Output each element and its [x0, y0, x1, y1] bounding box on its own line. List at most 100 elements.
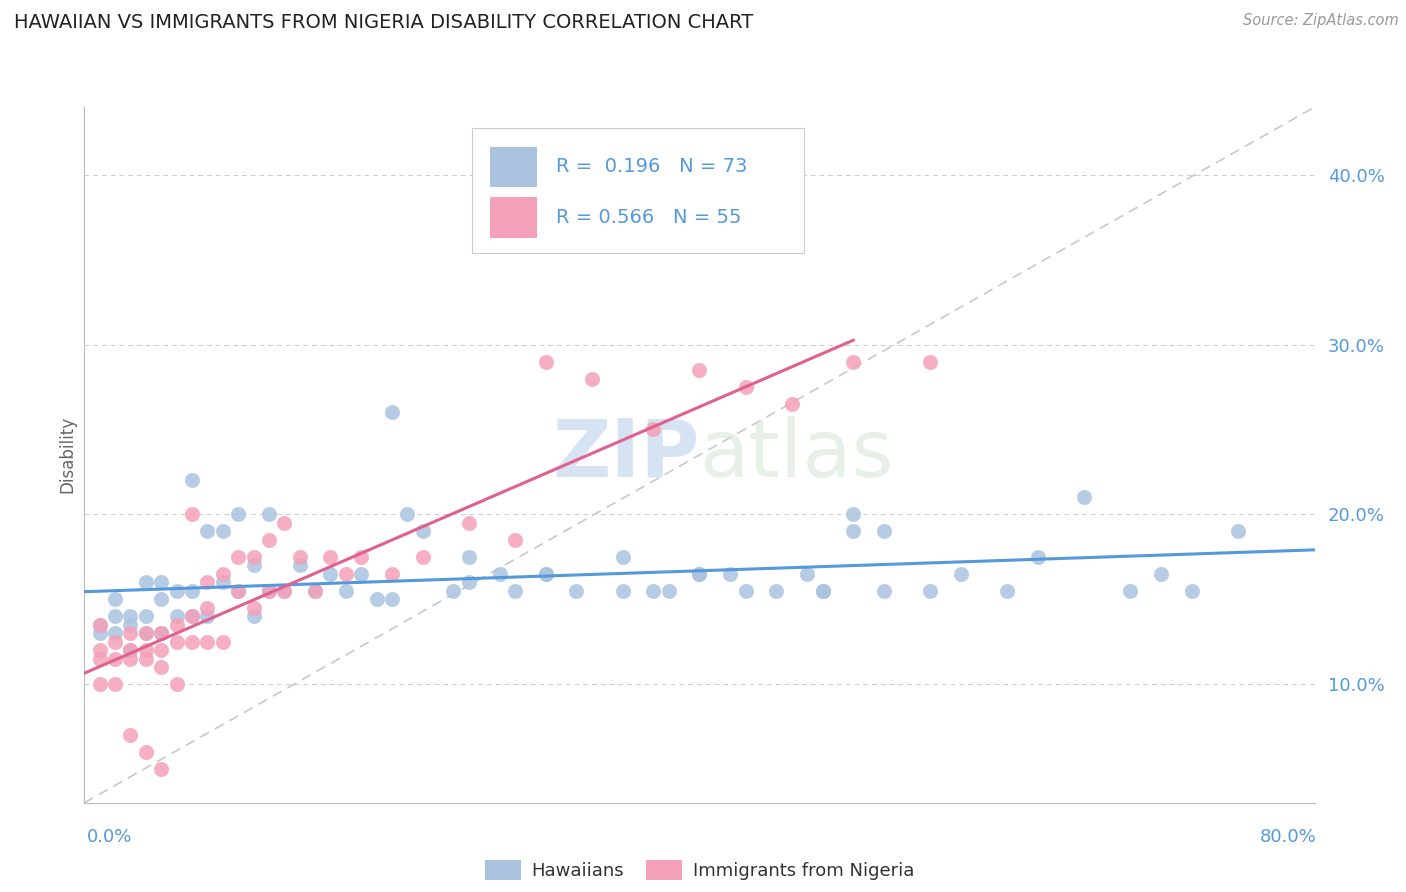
Legend: Hawaiians, Immigrants from Nigeria: Hawaiians, Immigrants from Nigeria: [478, 853, 921, 888]
Point: [197, 634, 219, 648]
Point: [457, 516, 479, 530]
Point: [288, 558, 311, 573]
Point: [534, 566, 557, 581]
Point: [120, 617, 142, 632]
Point: [197, 575, 219, 590]
Point: [242, 609, 264, 624]
Point: [181, 474, 204, 488]
Point: [104, 592, 127, 607]
Point: [612, 549, 634, 564]
Point: [273, 583, 295, 598]
Point: [211, 634, 233, 648]
Point: [120, 651, 142, 665]
Point: [503, 583, 526, 598]
Point: [89, 677, 111, 691]
Text: R = 0.566   N = 55: R = 0.566 N = 55: [555, 208, 741, 227]
Point: [89, 617, 111, 632]
Point: [350, 549, 373, 564]
Point: [242, 549, 264, 564]
Point: [780, 397, 803, 411]
Point: [89, 617, 111, 632]
Point: [842, 508, 865, 522]
Point: [89, 643, 111, 657]
Point: [135, 609, 157, 624]
Point: [181, 634, 204, 648]
Point: [1226, 524, 1249, 539]
Point: [612, 583, 634, 598]
Point: [412, 524, 434, 539]
Point: [381, 592, 404, 607]
Point: [150, 660, 173, 674]
Point: [211, 575, 233, 590]
Text: atlas: atlas: [700, 416, 894, 494]
Point: [1150, 566, 1173, 581]
Point: [104, 609, 127, 624]
Point: [120, 643, 142, 657]
Point: [150, 626, 173, 640]
Point: [226, 583, 249, 598]
Bar: [491, 197, 537, 238]
Point: [643, 583, 665, 598]
Point: [920, 354, 942, 368]
Point: [150, 592, 173, 607]
Point: [181, 609, 204, 624]
Text: 80.0%: 80.0%: [1260, 828, 1316, 846]
Point: [120, 728, 142, 742]
Point: [181, 583, 204, 598]
Point: [734, 583, 756, 598]
Point: [381, 405, 404, 419]
Point: [565, 583, 588, 598]
Point: [811, 583, 834, 598]
Point: [796, 566, 818, 581]
Point: [166, 617, 188, 632]
Point: [135, 575, 157, 590]
Point: [166, 583, 188, 598]
Point: [150, 575, 173, 590]
Point: [89, 626, 111, 640]
Point: [304, 583, 326, 598]
Point: [166, 677, 188, 691]
Point: [257, 533, 280, 547]
Point: [273, 516, 295, 530]
Point: [288, 549, 311, 564]
Text: 0.0%: 0.0%: [87, 828, 132, 846]
Point: [534, 566, 557, 581]
Point: [104, 634, 127, 648]
Point: [135, 643, 157, 657]
Point: [1026, 549, 1049, 564]
Point: [811, 583, 834, 598]
Point: [89, 651, 111, 665]
Point: [197, 524, 219, 539]
Point: [381, 566, 404, 581]
Point: [242, 600, 264, 615]
Point: [734, 380, 756, 394]
Point: [643, 422, 665, 436]
Point: [104, 651, 127, 665]
Point: [211, 566, 233, 581]
Point: [257, 508, 280, 522]
Point: [150, 762, 173, 776]
Point: [689, 566, 711, 581]
Point: [350, 566, 373, 581]
Point: [166, 634, 188, 648]
Text: R =  0.196   N = 73: R = 0.196 N = 73: [555, 157, 747, 177]
Point: [181, 609, 204, 624]
Point: [197, 600, 219, 615]
Point: [949, 566, 972, 581]
Point: [920, 583, 942, 598]
Point: [242, 558, 264, 573]
Point: [335, 583, 357, 598]
Point: [135, 745, 157, 759]
Point: [765, 583, 787, 598]
Point: [658, 583, 681, 598]
Point: [226, 549, 249, 564]
Point: [120, 609, 142, 624]
Point: [226, 508, 249, 522]
Point: [503, 533, 526, 547]
Point: [581, 371, 603, 385]
Point: [873, 583, 896, 598]
Point: [135, 626, 157, 640]
Point: [873, 524, 896, 539]
Point: [181, 508, 204, 522]
Point: [257, 583, 280, 598]
